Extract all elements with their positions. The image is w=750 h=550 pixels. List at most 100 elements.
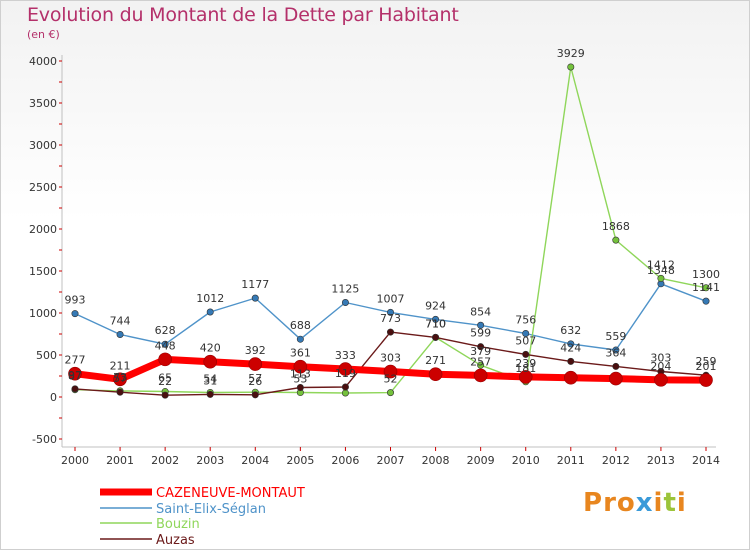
data-point bbox=[699, 373, 713, 387]
data-point bbox=[567, 340, 575, 348]
data-label: 448 bbox=[155, 339, 176, 352]
x-tick-label: 2003 bbox=[196, 454, 224, 467]
legend-label: Auzas bbox=[156, 533, 195, 548]
data-point bbox=[341, 298, 349, 306]
y-tick-label: 2000 bbox=[29, 223, 57, 236]
y-tick-label: 3000 bbox=[29, 139, 57, 152]
data-label: 688 bbox=[290, 319, 311, 332]
data-point bbox=[116, 331, 124, 339]
data-label: 361 bbox=[290, 347, 311, 360]
data-label: 993 bbox=[65, 294, 86, 307]
y-tick-label: 500 bbox=[36, 349, 57, 362]
x-tick-label: 2000 bbox=[61, 454, 89, 467]
x-tick-label: 2005 bbox=[286, 454, 314, 467]
data-label: 277 bbox=[65, 354, 86, 367]
data-point bbox=[432, 333, 440, 341]
data-point bbox=[248, 357, 263, 371]
data-label: 710 bbox=[425, 317, 446, 330]
logo-letter: i bbox=[676, 488, 687, 518]
data-point bbox=[477, 343, 485, 351]
data-point bbox=[612, 236, 620, 244]
data-point bbox=[563, 370, 578, 385]
logo-letter: x bbox=[635, 488, 654, 518]
data-label: 271 bbox=[425, 354, 446, 367]
data-label: 559 bbox=[605, 330, 626, 343]
data-label: 364 bbox=[605, 346, 626, 359]
data-label: 119 bbox=[335, 367, 356, 380]
data-point bbox=[251, 391, 259, 399]
data-point bbox=[296, 384, 304, 392]
data-point bbox=[206, 390, 214, 398]
y-tick-label: 1500 bbox=[29, 265, 57, 278]
data-point bbox=[158, 352, 172, 367]
data-point bbox=[702, 284, 710, 292]
data-label: 181 bbox=[515, 362, 536, 375]
data-point bbox=[383, 364, 398, 379]
chart-axes: -500 0 500 1000 1500 2000 2500 3000 3500 4000 2000… bbox=[29, 55, 720, 467]
data-label: 756 bbox=[515, 313, 536, 326]
data-point bbox=[116, 388, 124, 396]
data-label: 632 bbox=[560, 324, 581, 337]
data-label: 201 bbox=[696, 360, 717, 373]
proxiti-logo: Proxiti bbox=[583, 488, 687, 518]
data-label: 1348 bbox=[647, 264, 675, 277]
data-label: 1300 bbox=[692, 268, 720, 281]
data-point bbox=[657, 274, 665, 282]
chart-subtitle: (en €) bbox=[27, 28, 60, 41]
data-label: 1412 bbox=[647, 258, 675, 271]
data-label: 420 bbox=[200, 342, 221, 355]
data-point bbox=[612, 362, 620, 370]
data-label: 599 bbox=[470, 327, 491, 340]
data-point bbox=[518, 370, 533, 384]
x-tick-label: 2013 bbox=[647, 454, 675, 467]
data-label: 53 bbox=[293, 373, 307, 386]
data-point bbox=[113, 372, 127, 387]
y-tick-label: 1000 bbox=[29, 307, 57, 320]
data-label: 379 bbox=[470, 345, 491, 358]
data-point bbox=[341, 383, 349, 391]
x-tick-label: 2011 bbox=[557, 454, 585, 467]
y-tick-label: 3500 bbox=[29, 97, 57, 110]
legend-label: Saint-Elix-Séglan bbox=[156, 502, 266, 517]
data-label: 87 bbox=[68, 370, 82, 383]
data-point bbox=[654, 373, 668, 387]
data-label: 3929 bbox=[557, 47, 585, 60]
legend-label: CAZENEUVE-MONTAUT bbox=[156, 486, 305, 501]
data-label: 628 bbox=[155, 324, 176, 337]
x-tick-label: 2012 bbox=[602, 454, 630, 467]
data-point bbox=[522, 329, 530, 337]
data-point bbox=[206, 308, 214, 316]
x-tick-label: 2010 bbox=[512, 454, 540, 467]
legend-label: Bouzin bbox=[156, 517, 200, 532]
data-label: 710 bbox=[425, 317, 446, 330]
x-tick-label: 2009 bbox=[467, 454, 495, 467]
data-label: 54 bbox=[203, 372, 217, 385]
data-label: 97 bbox=[68, 369, 82, 382]
series-layer bbox=[68, 63, 713, 399]
data-label: 1007 bbox=[377, 292, 405, 305]
data-label: 57 bbox=[248, 372, 262, 385]
data-label: 1125 bbox=[331, 283, 359, 296]
data-point bbox=[428, 367, 443, 382]
data-label: 26 bbox=[248, 375, 262, 388]
data-label: 1141 bbox=[692, 281, 720, 294]
logo-letter: i bbox=[653, 488, 664, 518]
data-point bbox=[251, 294, 259, 302]
x-tick-label: 2001 bbox=[106, 454, 134, 467]
y-tick-label: -500 bbox=[32, 433, 57, 446]
logo-letter: P bbox=[583, 488, 604, 518]
data-point bbox=[386, 328, 394, 336]
data-label: 52 bbox=[384, 373, 398, 386]
data-label: 22 bbox=[158, 375, 172, 388]
data-label: 333 bbox=[335, 349, 356, 362]
data-point bbox=[386, 389, 394, 397]
data-point bbox=[203, 354, 218, 369]
chart-title: Evolution du Montant de la Dette par Hab… bbox=[27, 4, 459, 26]
legend: CAZENEUVE-MONTAUTSaint-Elix-SéglanBouzin… bbox=[100, 486, 305, 548]
x-tick-label: 2006 bbox=[331, 454, 359, 467]
logo-letter: r bbox=[603, 488, 617, 518]
data-label: 257 bbox=[470, 355, 491, 368]
x-tick-label: 2007 bbox=[377, 454, 405, 467]
data-point bbox=[386, 308, 394, 316]
